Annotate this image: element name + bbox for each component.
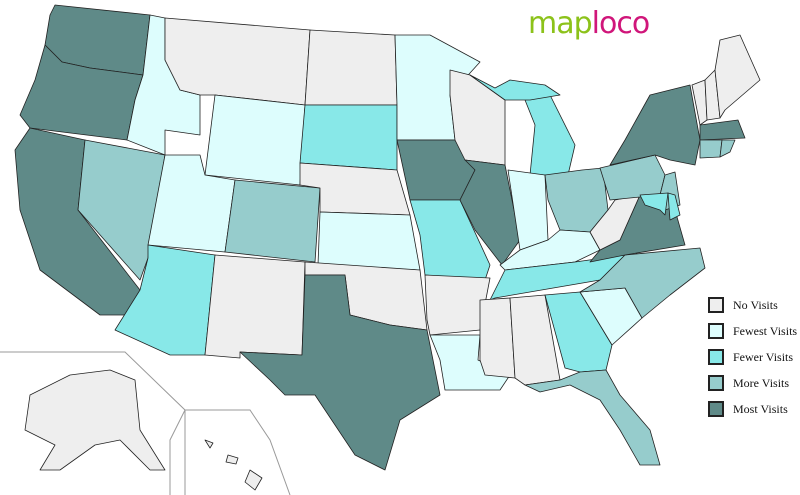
state-nv[interactable] xyxy=(77,139,166,281)
legend-swatch xyxy=(708,401,724,417)
legend-item-fewer: Fewer Visits xyxy=(708,347,797,367)
state-me[interactable] xyxy=(714,34,761,119)
logo-part-map: map xyxy=(528,6,593,41)
logo-part-loco: loco xyxy=(591,6,651,41)
state-ny[interactable] xyxy=(609,84,701,166)
state-ma[interactable] xyxy=(699,119,746,141)
legend-item-more: More Visits xyxy=(708,373,797,393)
legend-item-fewest: Fewest Visits xyxy=(708,321,797,341)
legend-item-none: No Visits xyxy=(708,295,797,315)
state-pa[interactable] xyxy=(599,154,666,201)
state-sd[interactable] xyxy=(299,104,398,171)
inset-frame xyxy=(169,409,291,495)
state-mi[interactable] xyxy=(524,94,576,176)
legend-label: More Visits xyxy=(733,375,790,390)
state-ks[interactable] xyxy=(317,211,421,271)
state-ms[interactable] xyxy=(479,297,516,379)
state-co[interactable] xyxy=(224,179,321,263)
legend-label: Fewest Visits xyxy=(733,323,798,338)
maploco-logo: maploco xyxy=(528,6,651,41)
state-hi[interactable] xyxy=(244,469,263,491)
state-ar[interactable] xyxy=(424,274,491,336)
state-mi[interactable] xyxy=(469,74,561,101)
legend-label: No Visits xyxy=(733,297,778,312)
legend-swatch xyxy=(708,349,724,365)
state-nm[interactable] xyxy=(204,254,306,359)
legend-item-most: Most Visits xyxy=(708,399,797,419)
state-de[interactable] xyxy=(667,192,681,221)
state-il[interactable] xyxy=(459,159,521,266)
state-md[interactable] xyxy=(639,192,669,216)
legend-swatch xyxy=(708,297,724,313)
state-hi[interactable] xyxy=(204,439,214,449)
state-nd[interactable] xyxy=(304,29,398,106)
state-nc[interactable] xyxy=(579,247,706,319)
state-ct[interactable] xyxy=(699,139,723,159)
inset-frame xyxy=(0,351,186,495)
state-ak[interactable] xyxy=(24,369,166,471)
legend-label: Fewer Visits xyxy=(733,349,794,364)
state-ri[interactable] xyxy=(719,139,736,158)
state-tx[interactable] xyxy=(239,274,441,471)
legend-swatch xyxy=(708,323,724,339)
legend-label: Most Visits xyxy=(733,401,788,416)
state-wy[interactable] xyxy=(204,94,306,186)
state-hi[interactable] xyxy=(225,454,239,465)
legend-swatch xyxy=(708,375,724,391)
legend: No Visits Fewest Visits Fewer Visits Mor… xyxy=(708,295,797,425)
state-mt[interactable] xyxy=(164,17,311,106)
state-fl[interactable] xyxy=(524,369,661,466)
